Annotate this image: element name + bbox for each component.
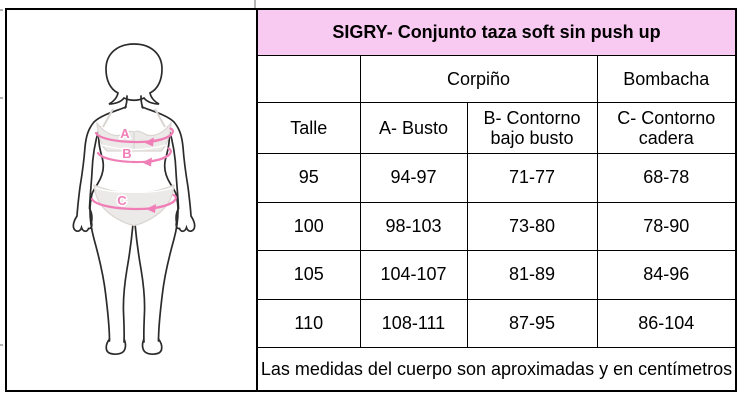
group-header-corpino: Corpiño — [359, 54, 598, 104]
size-cell: 73-80 — [466, 201, 598, 252]
size-cell: 86-104 — [596, 298, 737, 349]
size-cell: 68-78 — [596, 153, 737, 203]
size-cell: 104-107 — [359, 250, 468, 300]
table-row: Corpiño Bombacha — [256, 54, 737, 104]
size-chart-table: SIGRY- Conjunto taza soft sin push up Co… — [256, 8, 738, 392]
size-cell: 110 — [256, 298, 361, 349]
empty-corner-cell — [256, 54, 361, 104]
bra — [96, 108, 172, 152]
underbust-label: B — [122, 146, 131, 161]
size-cell: 78-90 — [596, 201, 737, 252]
size-cell: 95 — [256, 153, 361, 203]
col-header-busto: A- Busto — [359, 102, 468, 155]
bust-measure-arrow — [94, 127, 174, 147]
table-row: Talle A- Busto B- Contorno bajo busto C-… — [256, 102, 737, 155]
hair — [105, 43, 163, 105]
gridline-artifact — [0, 97, 3, 99]
size-figure: A B C — [34, 36, 234, 366]
page-title: SIGRY- Conjunto taza soft sin push up — [256, 8, 737, 56]
table-row: Las medidas del cuerpo son aproximadas y… — [256, 347, 737, 392]
hip-label: C — [117, 193, 127, 208]
size-cell: 87-95 — [466, 298, 598, 349]
size-cell: 84-96 — [596, 250, 737, 300]
body-measurement-diagram: A B C — [72, 43, 196, 356]
footnote: Las medidas del cuerpo son aproximadas y… — [256, 347, 737, 392]
size-cell: 108-111 — [359, 298, 468, 349]
table-row: SIGRY- Conjunto taza soft sin push up — [256, 8, 737, 56]
gridline-artifact — [0, 9, 3, 11]
table-row: 110 108-111 87-95 86-104 — [256, 298, 737, 349]
size-cell: 98-103 — [359, 201, 468, 252]
gridline-artifact — [0, 344, 3, 346]
head-outline — [105, 43, 163, 105]
col-header-contorno-bajo-busto: B- Contorno bajo busto — [466, 102, 598, 155]
panties — [93, 184, 175, 227]
group-header-bombacha: Bombacha — [596, 54, 737, 104]
bust-label: A — [120, 126, 130, 141]
col-header-talle: Talle — [256, 102, 361, 155]
table-row: 95 94-97 71-77 68-78 — [256, 153, 737, 203]
table-row: 105 104-107 81-89 84-96 — [256, 250, 737, 300]
col-header-contorno-cadera: C- Contorno cadera — [596, 102, 737, 155]
size-cell: 81-89 — [466, 250, 598, 300]
underbust-measure-arrow — [96, 147, 172, 167]
gridline-artifact — [254, 0, 256, 8]
size-cell: 71-77 — [466, 153, 598, 203]
size-cell: 105 — [256, 250, 361, 300]
hip-measure-arrow — [90, 193, 177, 213]
table-row: 100 98-103 73-80 78-90 — [256, 201, 737, 252]
size-cell: 100 — [256, 201, 361, 252]
size-cell: 94-97 — [359, 153, 468, 203]
